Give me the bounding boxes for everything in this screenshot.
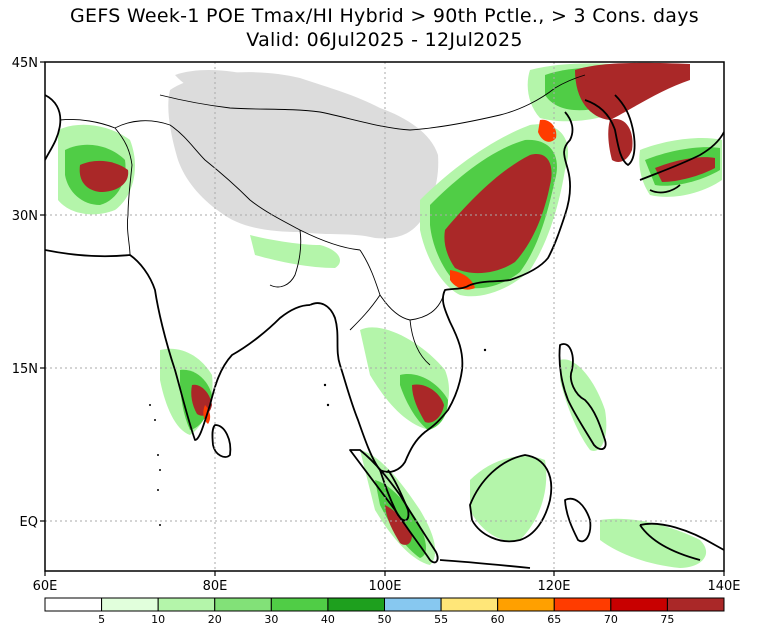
map-title-line-2: Valid: 06Jul2025 - 12Jul2025 — [246, 29, 523, 51]
coast-newguinea — [639, 522, 724, 561]
colorbar-label: 75 — [660, 613, 674, 626]
coast-java — [439, 559, 531, 569]
coast-srilanka — [211, 424, 232, 458]
colorbar-label: 20 — [208, 613, 222, 626]
colorbar-label: 65 — [547, 613, 561, 626]
country-borders — [59, 74, 586, 366]
coast-korea — [584, 94, 636, 166]
colorbar-label: 55 — [434, 613, 448, 626]
coast-sulawesi — [564, 497, 592, 543]
coast-sumatra — [349, 449, 439, 564]
frame-ticks — [40, 61, 725, 576]
colorbar-swatch — [44, 597, 103, 612]
colorbar-swatch — [214, 597, 272, 612]
colorbar-label: 60 — [491, 613, 505, 626]
coast-indochina — [309, 284, 471, 473]
colorbar-swatch — [327, 597, 385, 612]
no-data-region — [168, 72, 439, 239]
colorbar-label: 70 — [604, 613, 618, 626]
colorbar-swatch — [157, 597, 216, 612]
colorbar-swatch — [101, 597, 159, 612]
coast-arabian-india — [45, 249, 311, 441]
lon-label-60e: 60E — [33, 579, 58, 594]
colorbar-swatch — [384, 597, 442, 612]
colorbar-swatch — [610, 597, 668, 612]
colorbar-label: 40 — [321, 613, 335, 626]
colorbar-swatch — [497, 597, 555, 612]
lon-label-120e: 120E — [537, 579, 570, 594]
graticule — [45, 62, 724, 571]
colorbar-swatch — [440, 597, 499, 612]
lat-label-30n: 30N — [12, 209, 38, 224]
colorbar-swatch — [553, 597, 612, 612]
lon-label-140e: 140E — [707, 579, 740, 594]
map-title-line-1: GEFS Week-1 POE Tmax/HI Hybrid > 90th Pc… — [70, 5, 699, 27]
lat-label-45n: 45N — [12, 56, 38, 71]
colorbar-label: 10 — [151, 613, 165, 626]
lon-label-100e: 100E — [368, 579, 401, 594]
coast-borneo — [469, 454, 553, 543]
map-area — [45, 62, 724, 571]
lat-label-15n: 15N — [12, 362, 38, 377]
coast-japan — [639, 131, 724, 194]
lat-label-eq: EQ — [20, 515, 38, 530]
colorbar-label: 30 — [264, 613, 278, 626]
lon-label-80e: 80E — [203, 579, 228, 594]
coast-philippines — [558, 343, 607, 451]
colorbar-swatch — [270, 597, 329, 612]
islands — [149, 348, 487, 526]
coast-malay — [379, 469, 410, 522]
colorbar: 5 10 20 30 40 50 55 60 65 70 75 — [44, 597, 725, 626]
colorbar-label: 50 — [378, 613, 392, 626]
coast-persian — [45, 94, 62, 161]
colorbar-swatch — [666, 597, 725, 612]
no-data-region-north — [175, 69, 268, 99]
colorbar-label: 5 — [98, 613, 105, 626]
